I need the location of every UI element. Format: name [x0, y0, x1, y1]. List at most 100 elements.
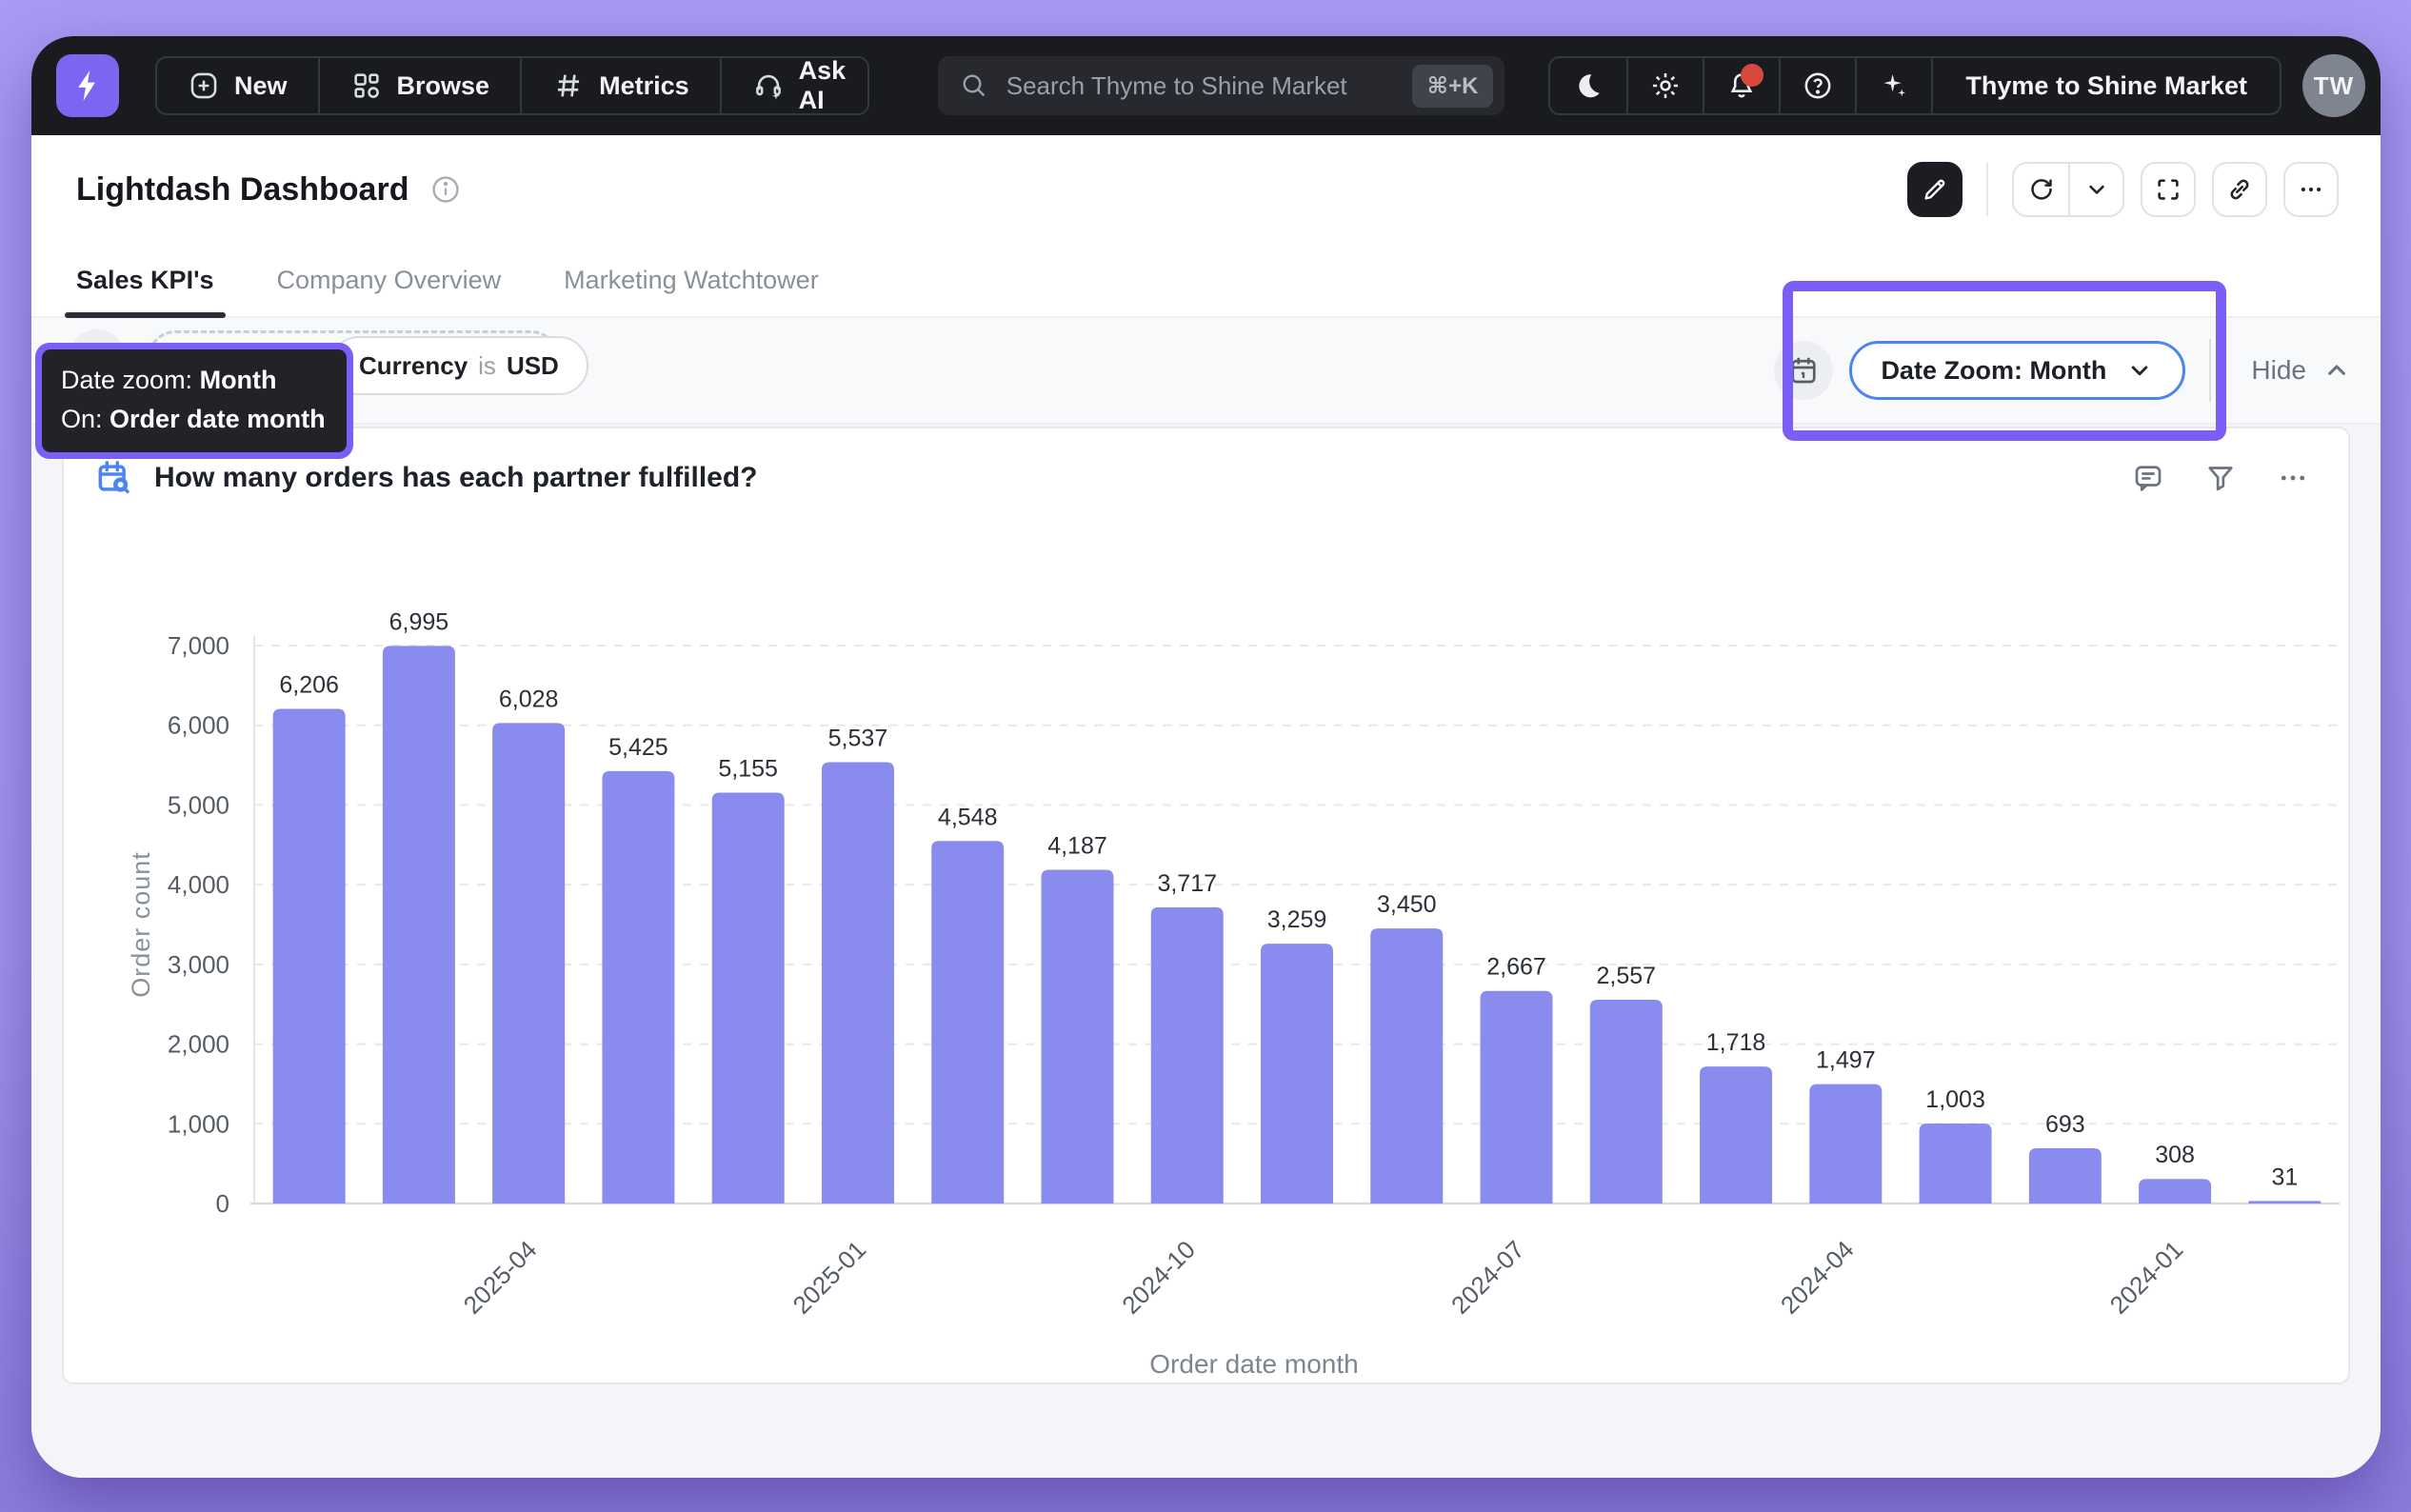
- svg-text:2,557: 2,557: [1597, 963, 1657, 989]
- svg-text:31: 31: [2271, 1164, 2298, 1190]
- edit-dashboard-button[interactable]: [1907, 162, 1963, 217]
- chevron-down-icon: [2125, 356, 2154, 385]
- topbar-icon-group: Thyme to Shine Market: [1548, 56, 2281, 115]
- new-button-label: New: [234, 70, 288, 100]
- svg-text:5,155: 5,155: [718, 755, 778, 782]
- tab-sales-kpis[interactable]: Sales KPI's: [65, 244, 225, 318]
- svg-text:3,450: 3,450: [1377, 891, 1437, 918]
- date-zoom-dropdown[interactable]: Date Zoom: Month: [1849, 341, 2186, 400]
- comments-button[interactable]: [2131, 461, 2165, 495]
- svg-text:2024-04: 2024-04: [1775, 1235, 1860, 1320]
- link-icon: [2225, 175, 2254, 204]
- browse-button-label: Browse: [396, 70, 490, 100]
- hide-filters-button[interactable]: Hide: [2251, 355, 2352, 386]
- chevron-down-icon: [2083, 176, 2110, 203]
- date-zoom-calendar-button[interactable]: [1774, 341, 1834, 400]
- filter-bar-divider: [2209, 339, 2212, 402]
- svg-text:4,548: 4,548: [938, 804, 998, 830]
- lightning-bolt-icon: [70, 68, 106, 104]
- svg-text:2025-01: 2025-01: [787, 1235, 872, 1320]
- ellipsis-icon: [2297, 175, 2325, 204]
- gear-icon: [1649, 70, 1682, 102]
- lightdash-logo[interactable]: [56, 54, 119, 117]
- svg-text:2,667: 2,667: [1486, 954, 1546, 981]
- date-zoom-tooltip: Date zoom: Month On: Order date month: [35, 343, 353, 459]
- date-zoom-dropdown-label: Date Zoom: Month: [1881, 355, 2107, 385]
- date-zoom-tooltip-content: Date zoom: Month On: Order date month: [42, 349, 347, 452]
- svg-text:3,717: 3,717: [1157, 870, 1217, 897]
- grid-icon: [350, 70, 383, 102]
- svg-text:1,718: 1,718: [1706, 1029, 1766, 1056]
- primary-nav-group: New Browse Metrics Ask AI: [155, 56, 869, 115]
- svg-text:4,000: 4,000: [168, 870, 229, 899]
- svg-text:0: 0: [216, 1189, 229, 1218]
- currency-filter-operator: is: [478, 350, 496, 380]
- page-title: Lightdash Dashboard: [76, 170, 409, 208]
- tooltip-line2-value: Order date month: [110, 405, 326, 433]
- svg-text:2024-10: 2024-10: [1116, 1235, 1201, 1320]
- tile-options-button[interactable]: [2276, 461, 2310, 495]
- share-link-button[interactable]: [2212, 162, 2267, 217]
- info-icon[interactable]: [429, 173, 462, 206]
- user-avatar[interactable]: TW: [2302, 54, 2365, 117]
- help-button[interactable]: [1779, 58, 1855, 113]
- currency-filter-pill[interactable]: Currency is USD: [329, 336, 588, 395]
- svg-text:3,000: 3,000: [168, 950, 229, 979]
- search-shortcut-badge: ⌘+K: [1411, 64, 1494, 108]
- refresh-button[interactable]: [2014, 164, 2068, 215]
- pencil-icon: [1921, 175, 1949, 204]
- notifications-button[interactable]: [1703, 58, 1779, 113]
- sparkles-icon: [1878, 70, 1910, 102]
- calendar-search-icon: [93, 457, 135, 499]
- svg-text:1,000: 1,000: [168, 1109, 229, 1138]
- chart-tile-header: How many orders has each partner fulfill…: [64, 428, 2348, 499]
- chevron-up-icon: [2321, 355, 2352, 386]
- metrics-button-label: Metrics: [599, 70, 689, 100]
- toolbar-divider: [1986, 163, 1988, 216]
- svg-text:Order count: Order count: [127, 851, 155, 998]
- headset-sparkle-icon: [752, 70, 785, 102]
- chart-title: How many orders has each partner fulfill…: [154, 462, 758, 493]
- svg-text:2,000: 2,000: [168, 1030, 229, 1059]
- ask-ai-button[interactable]: Ask AI: [719, 58, 867, 113]
- svg-text:Order date month: Order date month: [1149, 1349, 1358, 1379]
- workspace-name[interactable]: Thyme to Shine Market: [1931, 58, 2280, 113]
- bar-chart[interactable]: 0 1,000 2,000 3,000 4,000 5,000 6,000 7,000 6,20…: [64, 428, 2352, 1383]
- dashboard-toolbar: [1907, 162, 2339, 217]
- svg-text:1,003: 1,003: [1925, 1086, 1985, 1113]
- settings-button[interactable]: [1626, 58, 1703, 113]
- refresh-options-button[interactable]: [2068, 164, 2122, 215]
- tooltip-line2-label: On:: [61, 405, 103, 433]
- help-circle-icon: [1802, 70, 1834, 102]
- chart-tile-actions: [2131, 461, 2310, 495]
- chart-tile: 0 1,000 2,000 3,000 4,000 5,000 6,000 7,000 6,20…: [62, 427, 2350, 1384]
- refresh-icon: [2027, 175, 2056, 204]
- theme-toggle-button[interactable]: [1550, 58, 1626, 113]
- browse-button[interactable]: Browse: [317, 58, 521, 113]
- filter-funnel-button[interactable]: [2203, 461, 2238, 495]
- tooltip-line1-value: Month: [199, 366, 277, 394]
- new-button[interactable]: New: [157, 58, 318, 113]
- metrics-button[interactable]: Metrics: [520, 58, 720, 113]
- fullscreen-icon: [2154, 175, 2182, 204]
- moon-icon: [1573, 70, 1604, 101]
- tab-company-overview[interactable]: Company Overview: [276, 265, 502, 294]
- global-search-input[interactable]: Search Thyme to Shine Market ⌘+K: [937, 56, 1505, 115]
- svg-text:6,206: 6,206: [279, 671, 339, 698]
- top-navigation-bar: New Browse Metrics Ask AI: [31, 36, 2381, 135]
- svg-text:2024-01: 2024-01: [2104, 1235, 2189, 1320]
- fullscreen-button[interactable]: [2141, 162, 2196, 217]
- ai-sparkles-button[interactable]: [1855, 58, 1931, 113]
- tab-marketing-watchtower[interactable]: Marketing Watchtower: [564, 265, 819, 294]
- dashboard-header: Lightdash Dashboard: [31, 135, 2381, 244]
- app-window: New Browse Metrics Ask AI: [31, 36, 2381, 1478]
- currency-filter-field: Currency: [359, 350, 468, 380]
- svg-text:2025-04: 2025-04: [458, 1235, 543, 1320]
- svg-text:6,028: 6,028: [499, 686, 559, 712]
- svg-text:6,000: 6,000: [168, 711, 229, 740]
- search-placeholder: Search Thyme to Shine Market: [1006, 70, 1347, 100]
- notification-badge: [1741, 64, 1764, 87]
- more-options-button[interactable]: [2283, 162, 2339, 217]
- svg-text:308: 308: [2155, 1142, 2195, 1168]
- dashboard-canvas: 0 1,000 2,000 3,000 4,000 5,000 6,000 7,000 6,20…: [31, 425, 2381, 1478]
